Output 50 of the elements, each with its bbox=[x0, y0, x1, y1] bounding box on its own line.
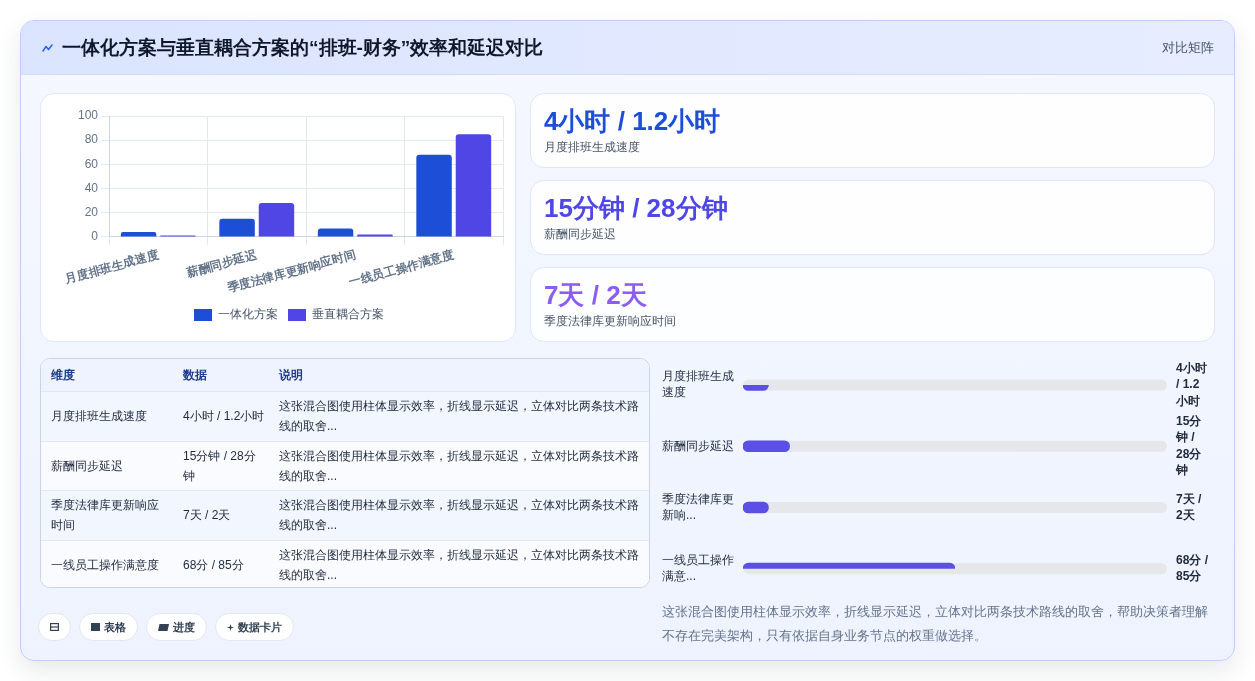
y-tick-label: 0 bbox=[91, 229, 99, 244]
bar bbox=[120, 232, 157, 237]
text: 这张混合图使用柱体显示效率，折线显示延迟，立体对比两条技术路线的取舍... bbox=[279, 399, 639, 434]
y2-tick-label: 68分 / 85分 bbox=[1176, 552, 1209, 584]
y-tick-label: 季度法律库更新响... bbox=[662, 491, 734, 522]
tag-chip: 数据卡片 bbox=[215, 613, 294, 641]
category-label: 数据卡片 bbox=[238, 619, 282, 635]
legend-label: 一体化方案 bbox=[218, 307, 278, 322]
text: 这张混合图使用柱体显示效率，折线显示延迟，立体对比两条技术路线的取舍... bbox=[279, 448, 639, 483]
y2-tick-label: 7天 / 2天 bbox=[1176, 491, 1203, 522]
category-label: 数据 bbox=[183, 366, 208, 384]
y-tick-label: 月度排班生成速度 bbox=[662, 369, 734, 400]
bar bbox=[416, 154, 452, 237]
category-label: 进度 bbox=[173, 619, 195, 635]
text: 7天 / 2天 bbox=[183, 508, 231, 523]
bar bbox=[317, 228, 354, 237]
text: 这张混合图使用柱体显示效率，折线显示延迟，立体对比两条技术路线的取舍... bbox=[279, 498, 639, 533]
text: 季度法律库更新响应时间 bbox=[544, 314, 677, 329]
y-tick-label: 80 bbox=[84, 132, 99, 147]
bar bbox=[455, 134, 492, 237]
y-tick-label: 薪酬同步延迟 bbox=[662, 438, 734, 453]
y-tick-label: 一线员工操作满意... bbox=[662, 552, 734, 584]
legend-label: 垂直耦合方案 bbox=[312, 307, 384, 322]
text: 这张混合图使用柱体显示效率，折线显示延迟，立体对比两条技术路线的取舍... bbox=[279, 547, 639, 582]
category-label: 维度 bbox=[51, 366, 76, 384]
text: 15分钟 / 28分钟 bbox=[183, 448, 256, 483]
y2-tick-label: 15分钟 / 28分钟 bbox=[1175, 414, 1203, 477]
text: 7天 / 2天 bbox=[544, 279, 648, 312]
text: 4小时 / 1.2小时 bbox=[183, 409, 265, 424]
y-tick-label: 60 bbox=[84, 156, 99, 171]
text: 这张混合图使用柱体显示效率，折线显示延迟，立体对比两条技术路线的取舍，帮助决策者理解不存在完美架构，只有依据自身业务节点的权重做选择。 bbox=[662, 603, 1209, 645]
y-tick-label: 100 bbox=[77, 108, 99, 123]
tag-chip: 进度 bbox=[146, 613, 207, 641]
category-label: 说明 bbox=[279, 366, 304, 384]
text: 对比矩阵 bbox=[1162, 39, 1214, 57]
text: 一体化方案与垂直耦合方案的“排班-财务”效率和延迟对比 bbox=[62, 36, 544, 60]
text: 68分 / 85分 bbox=[183, 557, 244, 572]
text: 15分钟 / 28分钟 bbox=[544, 192, 729, 225]
category-label: 表格 bbox=[104, 619, 126, 635]
bar bbox=[219, 218, 255, 237]
text: 薪酬同步延迟 bbox=[544, 227, 617, 242]
y-tick-label: 40 bbox=[84, 180, 99, 195]
y2-tick-label: 4小时 / 1.2小时 bbox=[1175, 361, 1207, 408]
text: 4小时 / 1.2小时 bbox=[544, 105, 722, 138]
category-label: 季度法律库更新响应时间 bbox=[51, 498, 159, 533]
y-tick-label: 20 bbox=[84, 205, 99, 220]
bar bbox=[258, 203, 295, 237]
text: 月度排班生成速度 bbox=[544, 140, 641, 155]
category-label: 一线员工操作满意度 bbox=[51, 557, 159, 572]
tag-chip: 表格 bbox=[79, 613, 138, 641]
